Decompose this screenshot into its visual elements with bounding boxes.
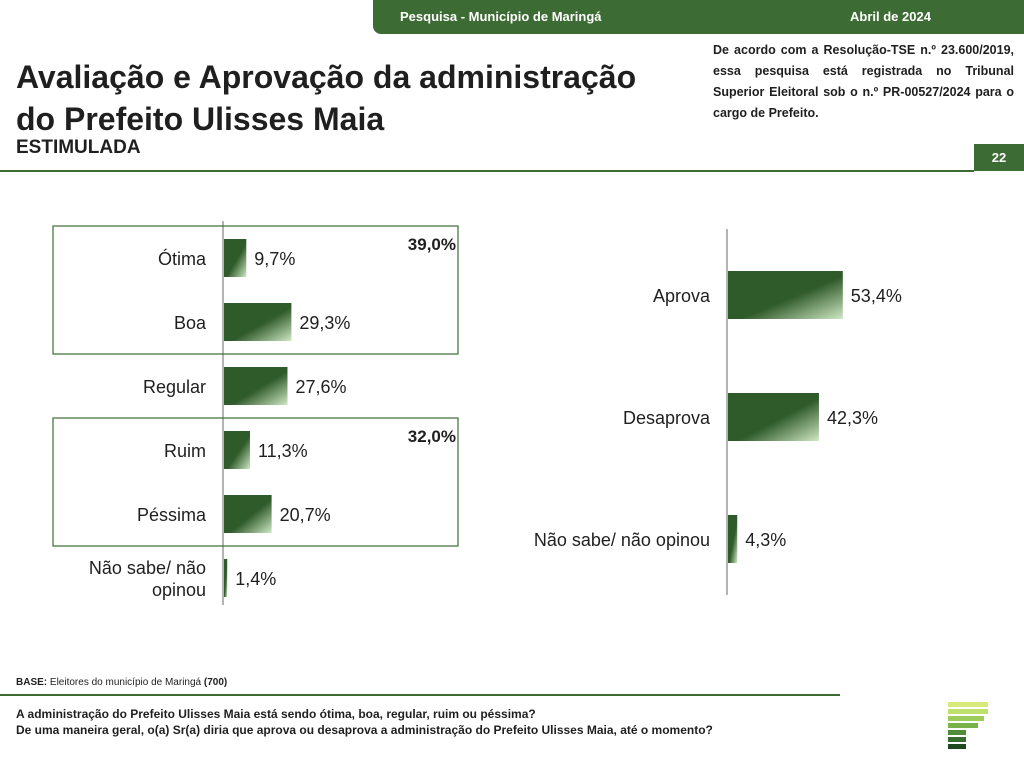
category-label: Boa (174, 313, 207, 333)
header-divider (0, 170, 974, 172)
group-total-label: 39,0% (408, 235, 456, 254)
value-label: 1,4% (235, 569, 276, 589)
value-label: 9,7% (254, 249, 295, 269)
bar-boa (224, 303, 292, 341)
category-label: Ótima (158, 248, 207, 269)
value-label: 29,3% (299, 313, 350, 333)
bar-desaprova (728, 393, 819, 441)
brand-logo-icon (948, 702, 988, 750)
bar-nao-sabe-nao-opinou (224, 559, 228, 597)
base-note: BASE: Eleitores do município de Maringá … (16, 677, 227, 688)
bar-otima (224, 239, 247, 277)
question-approval: De uma maneira geral, o(a) Sr(a) diria q… (16, 723, 713, 737)
value-label: 42,3% (827, 408, 878, 428)
bar-nao-sabe-nao-opinou (728, 515, 738, 563)
page-title: Avaliação e Aprovação da administração d… (16, 56, 696, 140)
group-box (52, 225, 459, 355)
question-evaluation: A administração do Prefeito Ulisses Maia… (16, 707, 536, 721)
group-total-label: 32,0% (408, 427, 456, 446)
page-number: 22 (974, 144, 1024, 171)
footer-divider (0, 694, 840, 696)
survey-name: Pesquisa - Município de Maringá (400, 9, 602, 24)
value-label: 20,7% (280, 505, 331, 525)
bar-aprova (728, 271, 843, 319)
category-label: Ruim (164, 441, 206, 461)
category-label: Não sabe/ não opinou (534, 530, 710, 550)
bar-ruim (224, 431, 250, 469)
bar-pessima (224, 495, 272, 533)
header-bar: Pesquisa - Município de Maringá Abril de… (373, 0, 1024, 34)
page-subtitle: ESTIMULADA (16, 137, 141, 158)
evaluation-bar-chart: 39,0% 32,0% 9,7% Ótima 29,3% Boa 27,6% Regular 1… (52, 221, 459, 605)
page-title-line2: do Prefeito Ulisses Maia (16, 101, 385, 137)
survey-date: Abril de 2024 (850, 9, 931, 24)
value-label: 4,3% (745, 530, 786, 550)
bar-regular (224, 367, 288, 405)
category-label: Aprova (653, 286, 711, 306)
value-label: 27,6% (295, 377, 346, 397)
value-label: 11,3% (258, 441, 308, 461)
group-box (52, 417, 459, 547)
category-label: Regular (143, 377, 206, 397)
category-label: Péssima (137, 505, 207, 525)
page-title-line1: Avaliação e Aprovação da administração (16, 59, 637, 95)
base-count: (700) (203, 677, 228, 688)
category-label: Não sabe/ não (89, 558, 206, 578)
category-label: opinou (152, 580, 206, 600)
tse-registration-note: De acordo com a Resolução-TSE n.º 23.600… (713, 43, 1014, 120)
approval-bar-chart: 53,4% Aprova 42,3% Desaprova 4,3% Não sabe/ n… (534, 229, 902, 595)
value-label: 53,4% (851, 286, 902, 306)
base-label: BASE: (16, 677, 48, 688)
base-text: Eleitores do município de Maringá (49, 677, 202, 688)
category-label: Desaprova (623, 408, 711, 428)
